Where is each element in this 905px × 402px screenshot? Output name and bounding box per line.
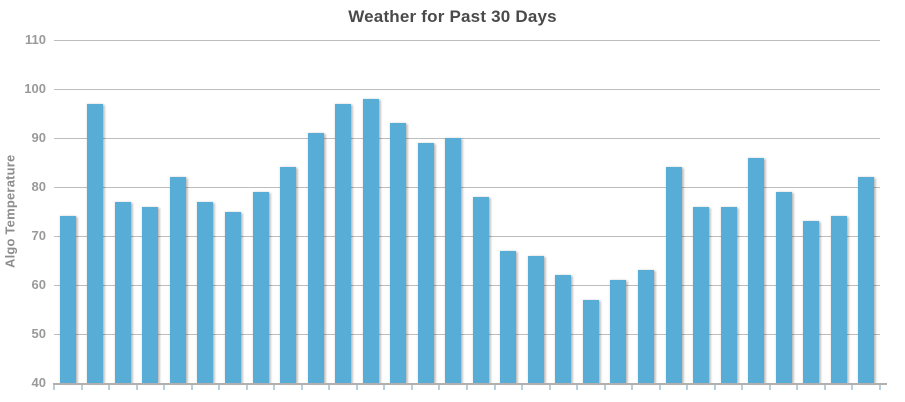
bar-day-6[interactable] (197, 201, 214, 383)
bar-day-12[interactable] (362, 98, 379, 383)
bar-day-5[interactable] (169, 177, 186, 383)
bar-day-21[interactable] (610, 280, 627, 383)
bar-day-28[interactable] (803, 221, 820, 383)
bar-day-27[interactable] (775, 191, 792, 383)
x-tick-mark (80, 385, 83, 390)
x-tick-mark (135, 385, 138, 390)
x-tick-mark (576, 385, 579, 390)
x-tick-mark (548, 385, 551, 390)
bar-day-9[interactable] (280, 167, 297, 383)
bar-day-30[interactable] (858, 177, 875, 383)
x-tick-mark (823, 385, 826, 390)
x-tick-mark (410, 385, 413, 390)
x-tick-mark (741, 385, 744, 390)
bar-day-23[interactable] (665, 167, 682, 383)
bar-day-29[interactable] (830, 216, 847, 383)
gridline-50 (54, 334, 880, 335)
x-tick-mark (355, 385, 358, 390)
x-tick-mark (273, 385, 276, 390)
x-tick-mark (879, 385, 881, 390)
bar-day-19[interactable] (555, 275, 572, 383)
bar-day-17[interactable] (500, 250, 517, 383)
y-tick-label-110: 110 (25, 32, 46, 47)
x-tick-mark (493, 385, 496, 390)
bar-day-14[interactable] (417, 142, 434, 383)
x-tick-mark (851, 385, 854, 390)
plot-area (53, 40, 887, 390)
y-tick-label-70: 70 (31, 228, 46, 243)
x-tick-mark (218, 385, 221, 390)
x-tick-mark (383, 385, 386, 390)
x-tick-mark (245, 385, 248, 390)
bar-day-4[interactable] (142, 206, 159, 383)
y-tick-label-100: 100 (24, 81, 46, 96)
bar-day-18[interactable] (527, 255, 544, 383)
bar-day-22[interactable] (637, 270, 654, 383)
x-tick-mark (603, 385, 606, 390)
bar-day-7[interactable] (224, 211, 241, 383)
bar-day-26[interactable] (748, 157, 765, 383)
bar-day-24[interactable] (693, 206, 710, 383)
gridline-100 (54, 89, 880, 90)
gridline-60 (54, 285, 880, 286)
x-tick-mark (521, 385, 524, 390)
gridline-110 (54, 40, 880, 41)
x-tick-mark (713, 385, 716, 390)
x-tick-mark (300, 385, 303, 390)
x-tick-mark (686, 385, 689, 390)
x-tick-mark (466, 385, 468, 390)
bar-day-10[interactable] (307, 133, 324, 383)
bar-day-3[interactable] (114, 201, 131, 383)
x-tick-mark (658, 385, 661, 390)
bar-day-8[interactable] (252, 191, 269, 383)
x-tick-mark (631, 385, 634, 390)
y-tick-label-90: 90 (31, 130, 46, 145)
gridline-70 (54, 236, 880, 237)
x-tick-mark (163, 385, 166, 390)
bar-day-15[interactable] (445, 138, 462, 383)
gridline-80 (54, 187, 880, 188)
bar-day-20[interactable] (582, 299, 599, 383)
bar-day-16[interactable] (472, 196, 489, 383)
x-tick-mark (768, 385, 771, 390)
x-tick-mark (53, 385, 55, 390)
chart-title: Weather for Past 30 Days (348, 7, 557, 26)
bar-day-11[interactable] (335, 103, 352, 383)
bar-day-2[interactable] (87, 103, 104, 383)
x-tick-mark (796, 385, 799, 390)
y-tick-label-40: 40 (31, 375, 46, 390)
x-tick-mark (438, 385, 441, 390)
x-tick-mark (328, 385, 331, 390)
x-tick-mark (108, 385, 111, 390)
y-tick-label-50: 50 (31, 326, 46, 341)
y-tick-label-80: 80 (31, 179, 46, 194)
bar-day-1[interactable] (59, 216, 76, 383)
bar-day-25[interactable] (720, 206, 737, 383)
y-tick-label-60: 60 (31, 277, 46, 292)
x-tick-mark (190, 385, 193, 390)
x-axis-line (53, 383, 887, 385)
gridline-90 (54, 138, 880, 139)
bar-day-13[interactable] (390, 123, 407, 383)
